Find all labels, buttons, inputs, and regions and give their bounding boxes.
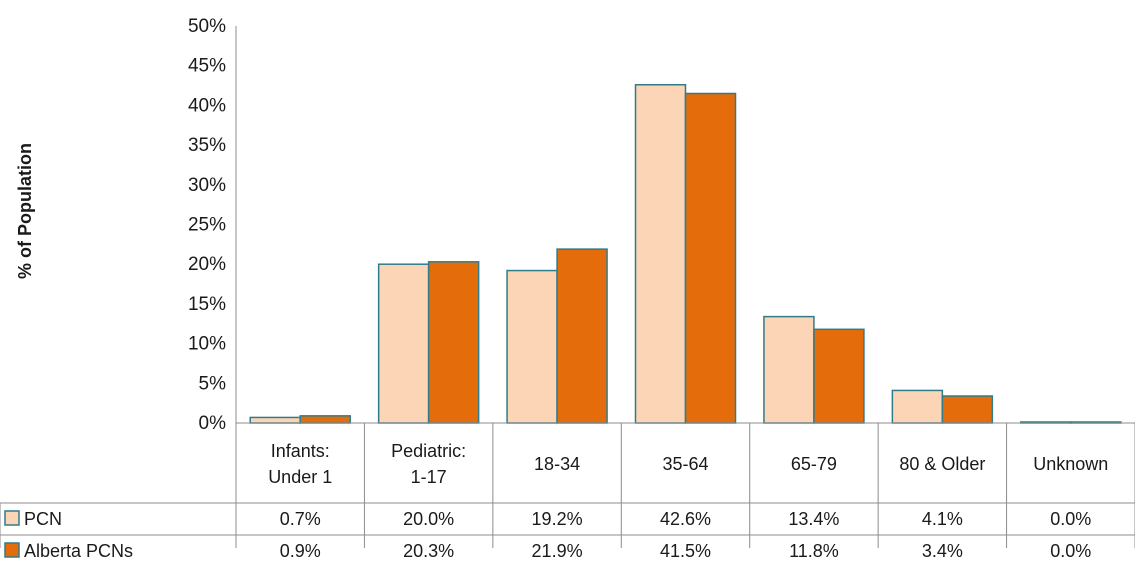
y-tick-label: 5% xyxy=(199,373,227,394)
data-table-cell: 4.1% xyxy=(922,509,963,529)
legend-label: Alberta PCNs xyxy=(24,541,133,561)
bar-pcn-2 xyxy=(506,269,558,424)
axes: 0% 5% 10% 15% 20% 25% 30% 35% 40% 45% 50% xyxy=(188,16,237,548)
category-label: 18-34 xyxy=(534,454,580,474)
y-tick-label: 50% xyxy=(188,16,226,37)
y-tick-label: 0% xyxy=(199,413,227,434)
data-table-cell: 11.8% xyxy=(789,541,839,561)
bar-alberta-pcns-2 xyxy=(556,248,608,424)
data-table-cell: 20.0% xyxy=(403,509,454,529)
data-table-cell: 21.9% xyxy=(532,541,583,561)
bar-pcn-4 xyxy=(763,315,815,424)
data-table: Infants: Under 1 Pediatric: 1-17 18-34 35-64 6… xyxy=(0,422,1135,561)
data-table-cell: 0.7% xyxy=(280,509,321,529)
data-table-cell: 19.2% xyxy=(532,509,583,529)
data-table-cell: 42.6% xyxy=(660,509,711,529)
y-tick-label: 45% xyxy=(188,56,226,77)
category-label: 80 & Older xyxy=(899,454,985,474)
legend-swatch-pcn xyxy=(4,510,20,526)
legend-label: PCN xyxy=(24,509,62,529)
data-table-cell: 0.0% xyxy=(1050,509,1091,529)
y-tick-label: 10% xyxy=(188,334,226,355)
legend-swatch-alberta-pcns xyxy=(4,542,20,558)
bar-alberta-pcns-5 xyxy=(941,395,994,424)
category-label: 35-64 xyxy=(662,454,708,474)
bar-pcn-0 xyxy=(249,416,301,424)
bar-pcn-3 xyxy=(634,84,687,424)
category-label: Under 1 xyxy=(268,467,332,487)
y-tick-label: 25% xyxy=(188,215,226,236)
category-label: Pediatric: xyxy=(391,441,466,461)
data-table-cell: 0.9% xyxy=(280,541,321,561)
bar-pcn-1 xyxy=(377,263,430,424)
category-label: Unknown xyxy=(1033,454,1108,474)
bar-alberta-pcns-3 xyxy=(684,92,737,424)
y-tick-label: 20% xyxy=(188,254,226,275)
y-tick-label: 15% xyxy=(188,294,226,315)
y-tick-label: 30% xyxy=(188,175,226,196)
y-tick-label: 35% xyxy=(188,135,226,156)
data-table-cell: 3.4% xyxy=(922,541,963,561)
data-table-cell: 0.0% xyxy=(1050,541,1091,561)
category-label: 65-79 xyxy=(791,454,837,474)
bars xyxy=(249,84,1122,424)
y-axis-label: % of Population xyxy=(15,143,35,279)
bar-alberta-pcns-4 xyxy=(813,328,865,424)
bar-alberta-pcns-0 xyxy=(299,415,351,424)
bar-pcn-5 xyxy=(891,389,944,424)
category-label: 1-17 xyxy=(411,467,447,487)
bar-alberta-pcns-1 xyxy=(427,261,480,424)
data-table-cell: 20.3% xyxy=(403,541,454,561)
data-table-cell: 13.4% xyxy=(788,509,839,529)
data-table-cell: 41.5% xyxy=(660,541,711,561)
y-tick-label: 40% xyxy=(188,95,226,116)
category-label: Infants: xyxy=(271,441,330,461)
